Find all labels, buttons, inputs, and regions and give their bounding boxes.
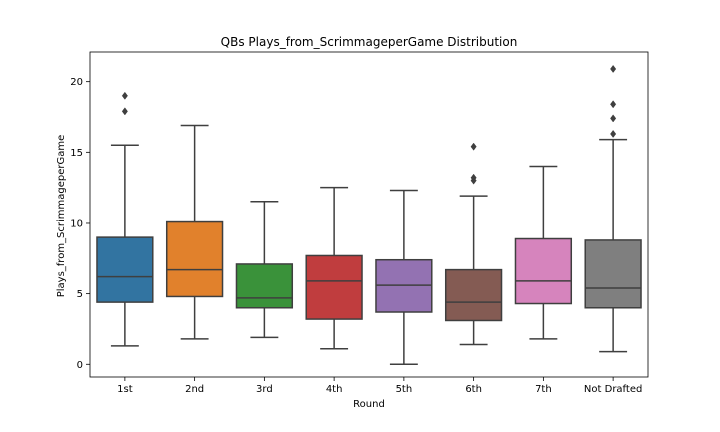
box-3rd	[235, 263, 294, 309]
x-axis-title: Round	[353, 399, 385, 410]
outlier-point	[121, 91, 128, 100]
box-4th	[305, 254, 363, 320]
outlier-point	[470, 173, 477, 182]
x-tick-label: 3rd	[256, 384, 273, 395]
box-not-drafted	[584, 239, 642, 309]
x-tick-label: 7th	[535, 384, 552, 395]
box-2nd	[165, 220, 224, 298]
y-tick-label: 15	[70, 148, 83, 159]
y-tick-label: 0	[77, 360, 83, 371]
x-tick-label: 5th	[396, 384, 413, 395]
y-axis-title: Plays_from_ScrimmageperGame	[56, 135, 67, 298]
box-7th	[514, 237, 573, 305]
box-6th	[444, 268, 503, 322]
x-tick-label: 1st	[117, 384, 133, 395]
outlier-point	[610, 100, 617, 109]
plot-frame	[89, 51, 649, 378]
y-tick-label: 20	[70, 77, 83, 88]
outlier-point	[610, 129, 617, 138]
y-tick-label: 5	[77, 289, 83, 300]
outlier-point	[610, 114, 617, 123]
x-tick-label: 4th	[326, 384, 343, 395]
box-1st	[96, 236, 154, 303]
chart-title: QBs Plays_from_ScrimmageperGame Distribu…	[221, 35, 518, 49]
outlier-point	[121, 107, 128, 116]
plot-area: 0 5 10 15 20 1st 2nd 3rd 4th 5th 6th 7th Not Drafted	[70, 51, 649, 395]
outlier-point	[470, 142, 477, 151]
x-tick-label: 2nd	[185, 384, 204, 395]
x-tick-label: 6th	[465, 384, 482, 395]
x-tick-label: Not Drafted	[584, 384, 642, 395]
outlier-point	[610, 64, 617, 73]
y-tick-label: 10	[70, 218, 83, 229]
